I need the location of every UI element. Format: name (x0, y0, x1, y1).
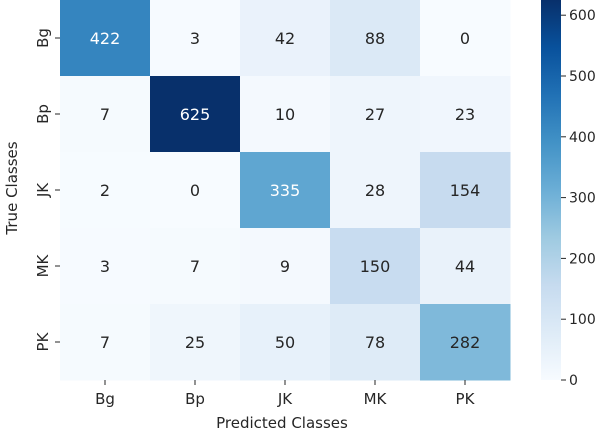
heatmap-cell (240, 152, 331, 229)
x-tick-label: Bp (185, 390, 205, 408)
heatmap-cell (60, 0, 151, 77)
cell-value-label: 7 (100, 333, 110, 352)
heatmap-cell (330, 228, 421, 305)
cell-value-label: 625 (180, 105, 211, 124)
x-axis-label: Predicted Classes (216, 414, 348, 430)
x-tick-label: MK (364, 390, 388, 408)
heatmap-cell (150, 228, 241, 305)
cell-value-label: 282 (450, 333, 481, 352)
heatmap-cell (150, 0, 241, 77)
x-tick-label: Bg (95, 390, 115, 408)
heatmap-cell (330, 0, 421, 77)
y-axis-label: True Classes (3, 141, 21, 235)
heatmap-cell (150, 304, 241, 381)
y-tick-label: JK (34, 182, 52, 198)
colorbar-tick-label: 600 (569, 8, 596, 24)
heatmap-cell (420, 76, 511, 153)
colorbar-tick-label: 400 (569, 130, 596, 146)
colorbar (541, 0, 561, 380)
cell-value-label: 2 (100, 181, 110, 200)
cell-value-label: 422 (90, 29, 121, 48)
heatmap-cell (330, 304, 421, 381)
heatmap-cell (240, 304, 331, 381)
x-tick-label: JK (277, 390, 293, 408)
cell-value-label: 335 (270, 181, 301, 200)
cell-value-label: 3 (100, 257, 110, 276)
heatmap-cell (60, 228, 151, 305)
cell-value-label: 27 (365, 105, 385, 124)
cell-value-label: 154 (450, 181, 481, 200)
x-axis-ticks: Bg Bp JK MK PK (95, 380, 476, 408)
cell-annotations: 422 3 42 88 0 7 625 10 27 23 2 0 335 28 154 3 7 9 150 44 7 25… (90, 29, 481, 352)
x-tick-label: PK (456, 390, 476, 408)
cell-value-label: 7 (190, 257, 200, 276)
cell-value-label: 3 (190, 29, 200, 48)
cell-value-label: 88 (365, 29, 385, 48)
colorbar-tick-label: 100 (569, 312, 596, 328)
colorbar-tick-label: 200 (569, 251, 596, 267)
cell-value-label: 50 (275, 333, 295, 352)
colorbar-ticks: 0 100 200 300 400 500 600 (561, 8, 596, 389)
heatmap-cell (420, 0, 511, 77)
heatmap-cell (150, 76, 241, 153)
y-tick-label: Bp (34, 104, 52, 124)
y-tick-label: MK (34, 253, 52, 277)
cell-value-label: 23 (455, 105, 475, 124)
cell-value-label: 7 (100, 105, 110, 124)
heatmap-cell (60, 304, 151, 381)
cell-value-label: 0 (460, 29, 470, 48)
heatmap-cell (330, 152, 421, 229)
cell-value-label: 42 (275, 29, 295, 48)
heatmap-cell (420, 304, 511, 381)
cell-value-label: 150 (360, 257, 391, 276)
cell-value-label: 9 (280, 257, 290, 276)
heatmap-cell (420, 228, 511, 305)
y-axis-ticks: Bg Bp JK MK PK (34, 28, 60, 351)
cell-value-label: 0 (190, 181, 200, 200)
heatmap-cell (150, 152, 241, 229)
y-tick-label: PK (34, 331, 52, 351)
heatmap-cell (240, 0, 331, 77)
heatmap-cells (60, 0, 511, 381)
heatmap-cell (240, 76, 331, 153)
cell-value-label: 78 (365, 333, 385, 352)
cell-value-label: 10 (275, 105, 295, 124)
cell-value-label: 25 (185, 333, 205, 352)
colorbar-tick-label: 500 (569, 69, 596, 85)
heatmap-cell (240, 228, 331, 305)
colorbar-tick-label: 0 (569, 373, 578, 389)
cell-value-label: 28 (365, 181, 385, 200)
cell-value-label: 44 (455, 257, 475, 276)
heatmap-cell (60, 152, 151, 229)
heatmap-cell (420, 152, 511, 229)
heatmap-cell (330, 76, 421, 153)
y-tick-label: Bg (34, 28, 52, 48)
colorbar-tick-label: 300 (569, 191, 596, 207)
heatmap-cell (60, 76, 151, 153)
